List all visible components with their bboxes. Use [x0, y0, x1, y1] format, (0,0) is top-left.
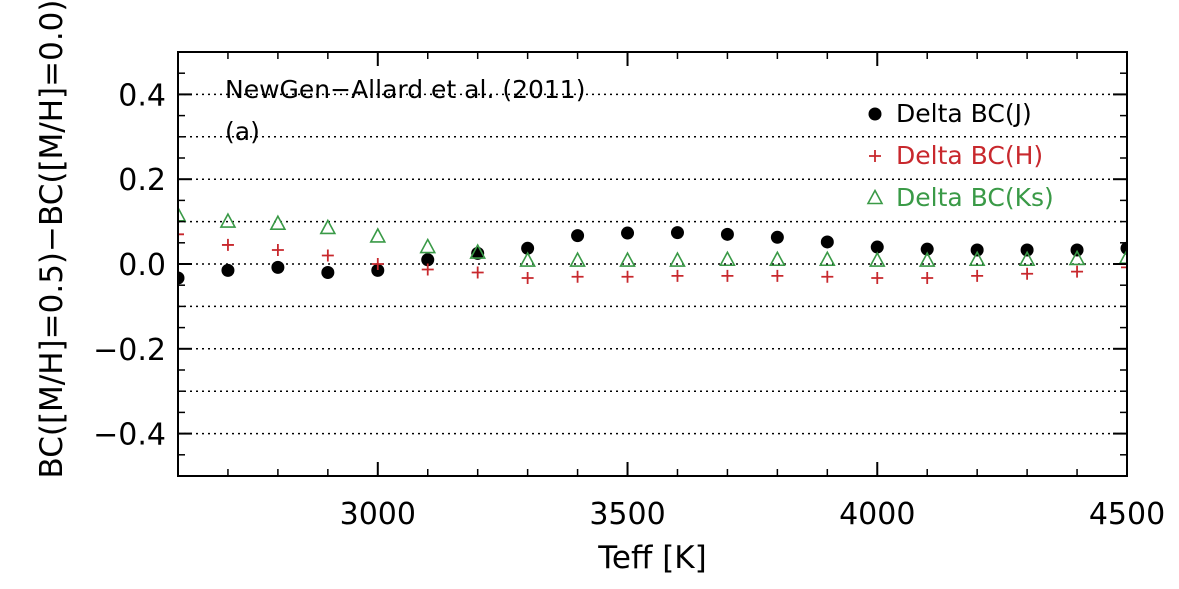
data-point-series-0 [970, 243, 984, 257]
data-point-series-2 [178, 206, 187, 222]
data-point-series-2 [269, 214, 287, 231]
model-annotation: NewGen−Allard et al. (2011) [225, 75, 585, 104]
data-point-series-1 [821, 270, 834, 283]
legend-label: Delta BC(Ks) [896, 183, 1054, 212]
x-tick-label: 4000 [839, 497, 915, 532]
data-point-series-1 [178, 228, 184, 241]
data-point-series-2 [1018, 250, 1036, 267]
legend-label: Delta BC(H) [896, 141, 1043, 170]
data-point-series-2 [519, 251, 536, 267]
data-point-series-2 [369, 227, 387, 243]
data-point-series-1 [571, 270, 584, 283]
data-point-series-2 [968, 250, 986, 267]
data-point-series-1 [371, 258, 384, 270]
data-point-series-2 [319, 218, 337, 235]
data-points [178, 206, 1127, 285]
grid-lines [178, 93, 1127, 435]
data-point-series-1 [871, 271, 884, 284]
x-tick-label: 3000 [340, 497, 416, 532]
data-point-series-1 [921, 271, 934, 284]
data-point-series-1 [621, 270, 634, 283]
data-point-series-1 [521, 271, 534, 284]
data-point-series-0 [621, 226, 635, 240]
data-point-series-2 [868, 251, 886, 267]
data-point-series-0 [670, 226, 684, 240]
data-point-series-2 [769, 250, 786, 267]
data-point-series-1 [721, 269, 734, 282]
data-point-series-2 [918, 251, 936, 267]
data-point-series-0 [521, 241, 535, 255]
data-point-series-2 [569, 251, 586, 267]
legend: Delta BC(J) Delta BC(H) Delta BC(Ks) [866, 99, 1054, 212]
legend-marker [866, 188, 884, 205]
data-point-series-2 [719, 250, 736, 267]
data-point-series-0 [178, 271, 185, 285]
y-tick-label: 0.2 [118, 163, 166, 198]
data-point-series-2 [469, 243, 487, 259]
data-point-series-0 [571, 229, 585, 243]
data-point-series-2 [669, 251, 686, 267]
y-tick-label: 0.4 [118, 78, 166, 113]
data-point-series-1 [221, 238, 234, 251]
data-point-series-0 [820, 235, 834, 249]
data-point-series-0 [221, 263, 235, 277]
data-point-series-2 [1068, 249, 1086, 266]
data-point-series-0 [321, 265, 335, 279]
data-point-series-1 [471, 266, 484, 279]
data-point-series-1 [671, 269, 684, 282]
y-axis-label: BC([M/H]=0.5)−BC([M/H]=0.0) [34, 0, 70, 479]
data-point-series-2 [419, 237, 437, 254]
data-point-series-0 [1020, 243, 1034, 257]
data-point-series-0 [770, 230, 784, 244]
data-point-series-1 [1071, 265, 1084, 278]
data-point-series-0 [870, 240, 884, 254]
legend-label: Delta BC(J) [896, 99, 1032, 128]
y-tick-label: −0.4 [93, 418, 166, 453]
data-point-series-1 [321, 249, 334, 262]
y-tick-label: −0.2 [93, 333, 166, 368]
data-point-series-0 [421, 253, 435, 267]
data-point-series-2 [219, 212, 237, 228]
data-point-series-1 [271, 244, 284, 257]
x-tick-label: 3500 [589, 497, 665, 532]
data-point-series-1 [1121, 261, 1127, 274]
data-point-series-1 [1021, 267, 1034, 280]
data-point-series-1 [421, 263, 434, 276]
data-point-series-0 [371, 263, 385, 277]
axis-ticks: −0.4 −0.2 0.0 0.2 0.4 3000 3500 4000 4500 [93, 51, 1165, 532]
data-point-series-0 [720, 227, 734, 241]
data-point-series-2 [1118, 248, 1127, 264]
data-point-series-0 [920, 242, 934, 256]
data-point-series-0 [271, 260, 285, 274]
legend-marker [869, 150, 881, 162]
legend-marker [868, 107, 882, 121]
data-point-series-1 [771, 269, 784, 282]
x-tick-label: 4500 [1089, 497, 1165, 532]
data-point-series-2 [818, 250, 836, 267]
data-point-series-1 [971, 269, 984, 282]
x-axis-label: Teff [K] [597, 540, 706, 576]
data-point-series-2 [619, 251, 636, 267]
panel-label: (a) [225, 117, 260, 146]
y-tick-label: 0.0 [118, 248, 166, 283]
